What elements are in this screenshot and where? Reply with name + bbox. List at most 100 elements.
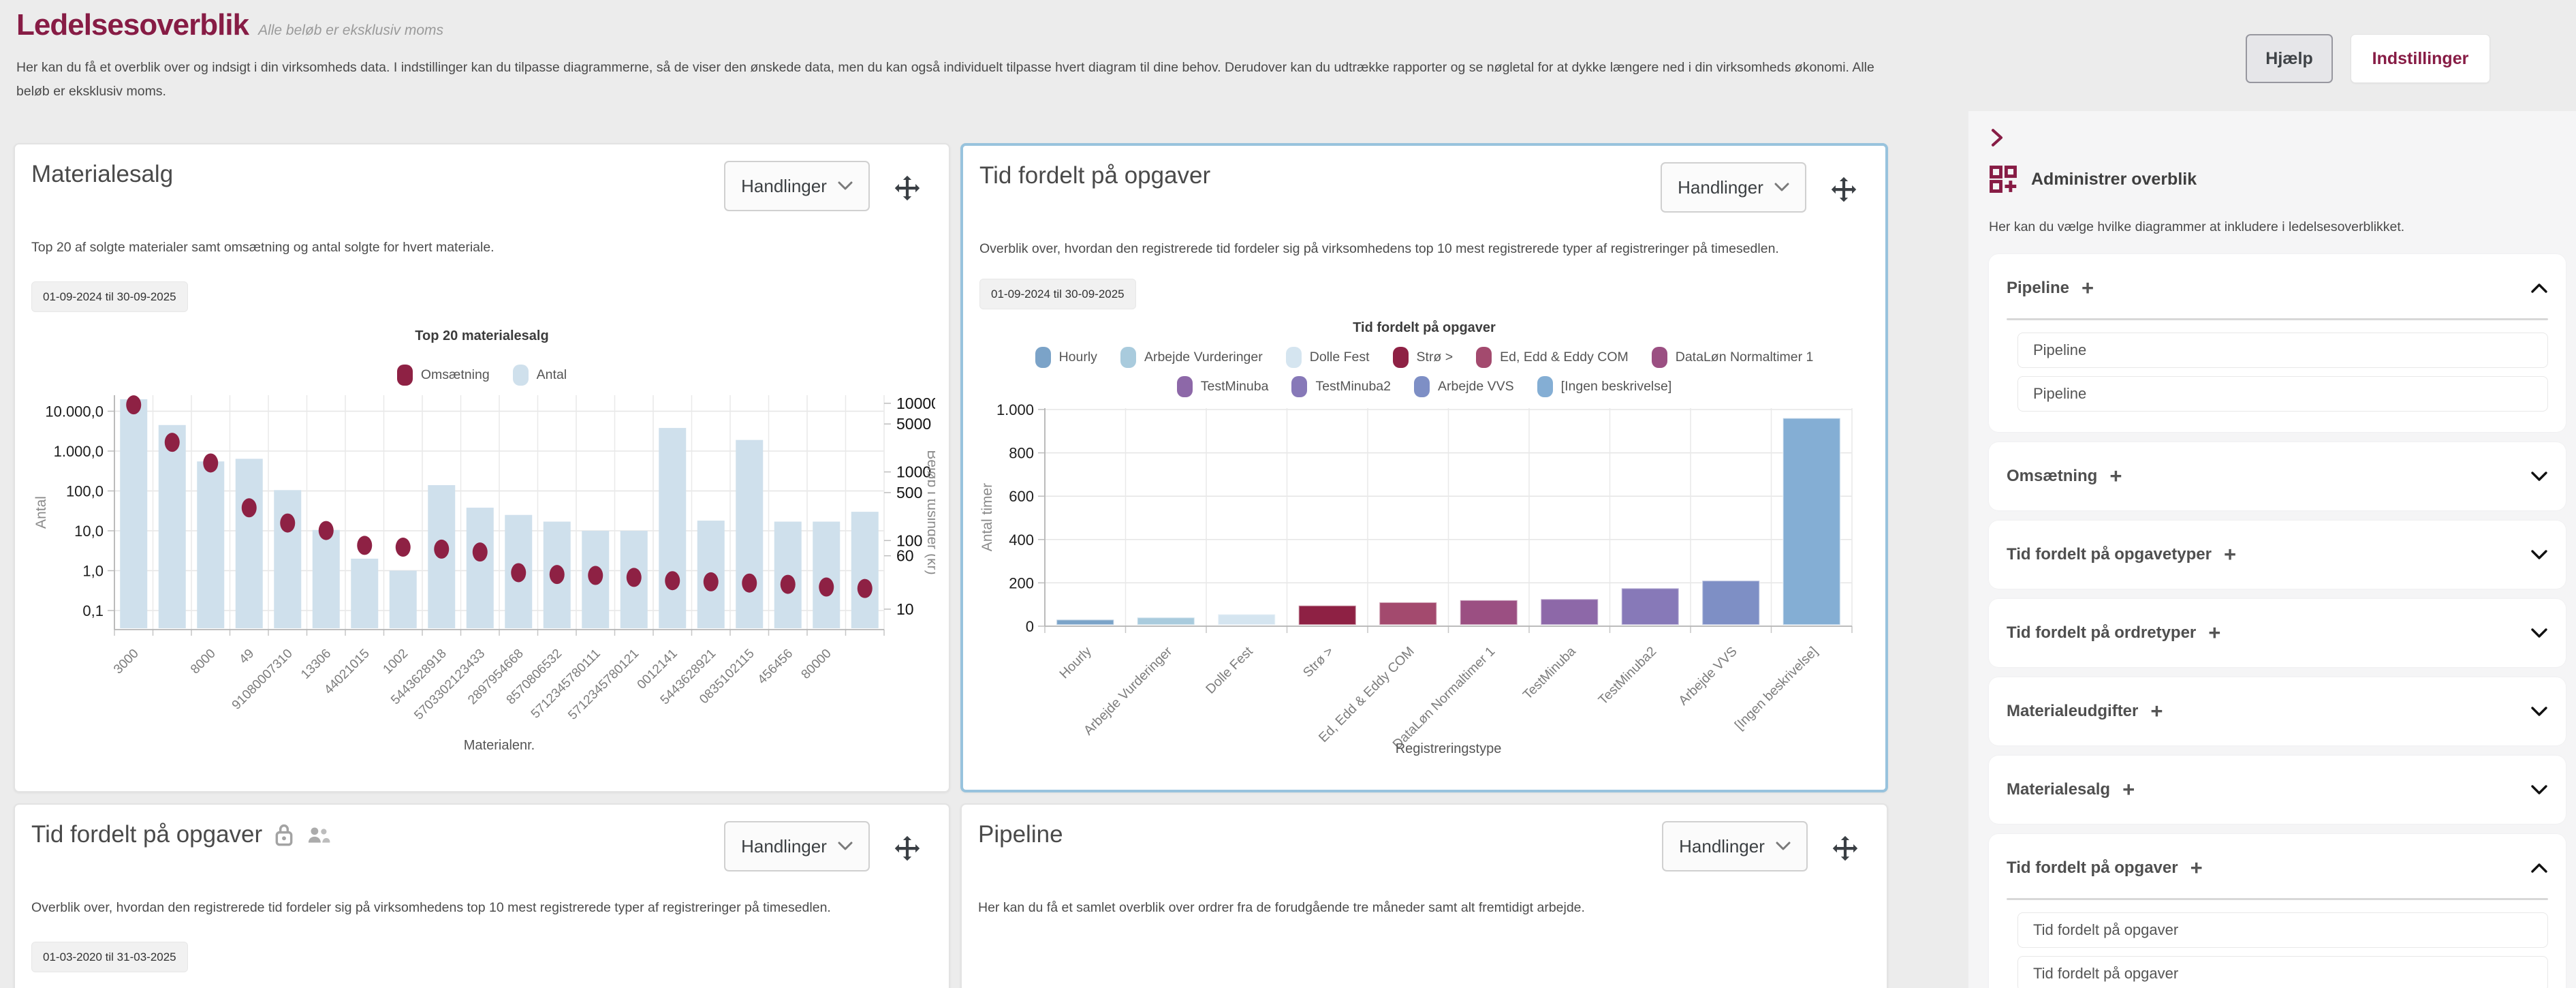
chevron-down-icon[interactable] xyxy=(2530,549,2548,560)
svg-text:TestMinuba: TestMinuba xyxy=(1520,644,1579,703)
add-chart-icon[interactable]: + xyxy=(2082,276,2094,300)
admin-sidebar: Administrer overblik Her kan du vælge hv… xyxy=(1968,111,2576,988)
page-description: Her kan du få et overblik over og indsig… xyxy=(16,60,1874,99)
svg-text:Registreringstype: Registreringstype xyxy=(1396,741,1502,756)
svg-text:49: 49 xyxy=(236,647,257,667)
date-range-badge: 01-03-2020 til 31-03-2025 xyxy=(31,942,188,973)
section-label: Tid fordelt på ordretyper xyxy=(2007,623,2197,642)
legend-label: Antal xyxy=(536,367,567,383)
legend-item[interactable]: TestMinuba2 xyxy=(1291,376,1392,398)
chevron-down-icon[interactable] xyxy=(2530,628,2548,638)
page-subtitle: Alle beløb er eksklusiv moms xyxy=(258,22,443,38)
drag-move-button[interactable] xyxy=(1817,162,1870,219)
section-header[interactable]: Pipeline + xyxy=(2007,254,2548,322)
section-header[interactable]: Materialesalg + xyxy=(2007,756,2548,824)
legend-item[interactable]: Arbejde Vurderinger xyxy=(1120,347,1263,369)
legend-item[interactable]: Antal xyxy=(512,365,567,386)
svg-text:3000: 3000 xyxy=(111,647,142,677)
svg-text:Materialenr.: Materialenr. xyxy=(463,738,535,753)
chevron-down-icon[interactable] xyxy=(2530,784,2548,795)
actions-dropdown[interactable]: Handlinger xyxy=(1661,162,1806,213)
legend-item[interactable]: TestMinuba xyxy=(1176,376,1268,398)
legend-item[interactable]: Ed, Edd & Eddy COM xyxy=(1476,347,1629,369)
card-description: Her kan du få et samlet overblik over or… xyxy=(978,900,1585,915)
sidebar-description: Her kan du vælge hvilke diagrammer at in… xyxy=(1989,219,2405,234)
shared-users-icon xyxy=(306,824,330,846)
svg-text:200: 200 xyxy=(1009,574,1034,591)
svg-text:5712345780121: 5712345780121 xyxy=(565,647,642,723)
section-items: Tid fordelt på opgaver Tid fordelt på opg… xyxy=(2007,912,2548,988)
materialesalg-chart[interactable]: 10.000,0 1.000,0 100,0 10,0 1,0 0,1 10000 5000 1… xyxy=(29,390,935,771)
svg-text:[Ingen beskrivelse]: [Ingen beskrivelse] xyxy=(1732,644,1821,733)
chevron-down-icon[interactable] xyxy=(2530,706,2548,717)
drag-move-button[interactable] xyxy=(1819,821,1872,878)
legend-item[interactable]: DataLøn Normaltimer 1 xyxy=(1651,347,1813,369)
svg-text:5712345780111: 5712345780111 xyxy=(528,647,603,722)
chart-list-item[interactable]: Tid fordelt på opgaver xyxy=(2017,956,2548,988)
actions-label: Handlinger xyxy=(741,175,827,196)
chevron-up-icon[interactable] xyxy=(2530,283,2548,294)
chart-title: Tid fordelt på opgaver xyxy=(1353,320,1496,336)
help-button[interactable]: Hjælp xyxy=(2246,34,2333,83)
actions-label: Handlinger xyxy=(1679,835,1765,856)
section-header[interactable]: Tid fordelt på opgavetyper + xyxy=(2007,521,2548,589)
arrows-move-icon xyxy=(894,175,920,201)
section-header[interactable]: Materialeudgifter + xyxy=(2007,677,2548,745)
divider xyxy=(2007,318,2548,320)
legend-item[interactable]: Dolle Fest xyxy=(1285,347,1370,369)
page-title: Ledelsesoverblik xyxy=(16,8,249,42)
add-chart-icon[interactable]: + xyxy=(2122,777,2135,801)
add-chart-icon[interactable]: + xyxy=(2223,542,2237,566)
legend-swatch xyxy=(1651,347,1667,369)
svg-text:1000: 1000 xyxy=(896,463,931,481)
actions-dropdown[interactable]: Handlinger xyxy=(1662,821,1808,871)
section-header[interactable]: Omsætning + xyxy=(2007,442,2548,510)
svg-text:1.000: 1.000 xyxy=(996,401,1034,418)
section-label: Pipeline xyxy=(2007,279,2070,297)
chevron-down-icon[interactable] xyxy=(2530,471,2548,482)
svg-text:8000: 8000 xyxy=(188,647,219,677)
actions-dropdown[interactable]: Handlinger xyxy=(724,821,870,871)
chevron-up-icon[interactable] xyxy=(2530,863,2548,874)
legend-swatch xyxy=(1291,376,1308,398)
drag-move-button[interactable] xyxy=(881,161,934,218)
legend-label: [Ingen beskrivelse] xyxy=(1560,379,1672,395)
section-header[interactable]: Tid fordelt på opgaver + xyxy=(2007,834,2548,902)
section-label: Tid fordelt på opgavetyper xyxy=(2007,545,2212,564)
svg-text:TestMinuba2: TestMinuba2 xyxy=(1596,644,1660,708)
legend-item[interactable]: Hourly xyxy=(1035,347,1097,369)
chart-list-item[interactable]: Tid fordelt på opgaver xyxy=(2017,912,2548,948)
add-chart-icon[interactable]: + xyxy=(2150,699,2163,723)
legend-item[interactable]: Omsætning xyxy=(396,365,490,386)
chart-list-item[interactable]: Pipeline xyxy=(2017,333,2548,368)
legend-swatch xyxy=(396,365,413,386)
sidebar-collapse-button[interactable] xyxy=(1989,127,2005,150)
legend-item[interactable]: [Ingen beskrivelse] xyxy=(1537,376,1672,398)
add-chart-icon[interactable]: + xyxy=(2109,464,2122,488)
card-title: Tid fordelt på opgaver xyxy=(31,821,263,848)
arrows-move-icon xyxy=(894,835,920,861)
legend-item[interactable]: Arbejde VVS xyxy=(1414,376,1514,398)
svg-text:600: 600 xyxy=(1009,488,1034,505)
card-description: Overblik over, hvordan den registrerede … xyxy=(31,900,831,915)
actions-label: Handlinger xyxy=(1678,176,1763,198)
settings-button[interactable]: Indstillinger xyxy=(2351,34,2490,83)
actions-dropdown[interactable]: Handlinger xyxy=(724,161,870,211)
section-omsaetning: Omsætning + xyxy=(1989,442,2566,510)
svg-text:Antal: Antal xyxy=(33,496,49,529)
legend-label: TestMinuba2 xyxy=(1315,379,1392,395)
svg-text:80000: 80000 xyxy=(798,647,834,682)
svg-text:456456: 456456 xyxy=(755,647,796,688)
legend-swatch xyxy=(1120,347,1136,369)
section-tid-ordretyper: Tid fordelt på ordretyper + xyxy=(1989,599,2566,667)
chart-title: Top 20 materialesalg xyxy=(415,328,549,344)
chart-list-item[interactable]: Pipeline xyxy=(2017,376,2548,412)
sidebar-sections: Pipeline + Pipeline Pipeline Omsætning + … xyxy=(1989,254,2566,988)
drag-move-button[interactable] xyxy=(881,821,934,878)
legend-item[interactable]: Strø > xyxy=(1392,347,1453,369)
add-chart-icon[interactable]: + xyxy=(2190,856,2203,880)
add-chart-icon[interactable]: + xyxy=(2208,621,2221,645)
section-header[interactable]: Tid fordelt på ordretyper + xyxy=(2007,599,2548,667)
svg-text:100,0: 100,0 xyxy=(65,483,103,500)
